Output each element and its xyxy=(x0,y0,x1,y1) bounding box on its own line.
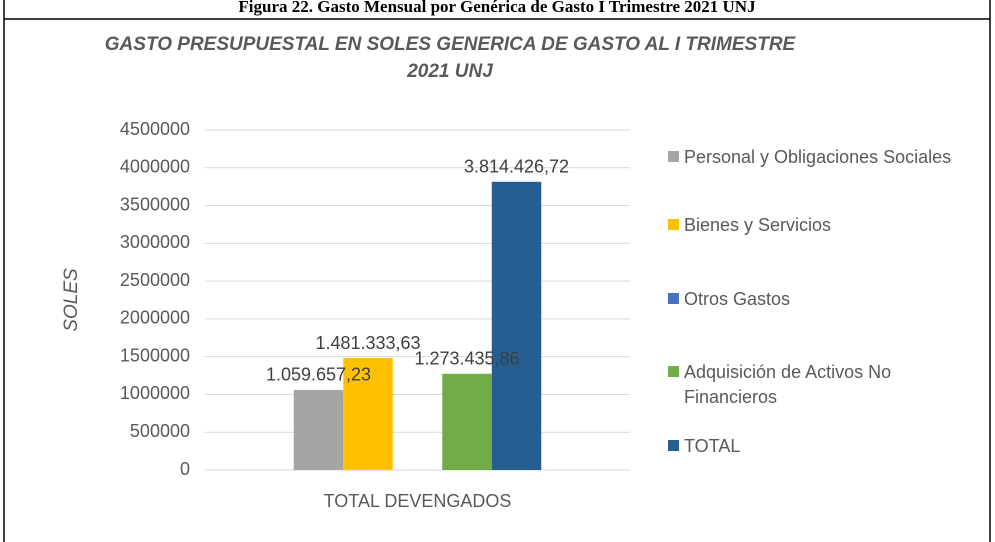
y-tick-label: 4000000 xyxy=(120,157,190,177)
caption: Figura 22. Gasto Mensual por Genérica de… xyxy=(238,0,756,16)
y-tick-label: 500000 xyxy=(130,421,190,441)
y-tick-label: 2500000 xyxy=(120,270,190,290)
bar xyxy=(442,373,492,470)
data-label: 3.814.426,72 xyxy=(464,157,569,177)
y-tick-label: 2000000 xyxy=(120,308,190,328)
x-tick-label: TOTAL DEVENGADOS xyxy=(324,491,512,511)
bar xyxy=(343,358,393,470)
legend-swatch xyxy=(668,440,679,451)
bar xyxy=(293,389,344,470)
legend-item: Adquisición de Activos No Financieros xyxy=(668,360,974,410)
legend-label: TOTAL xyxy=(684,436,741,456)
y-tick-label: 0 xyxy=(180,459,190,479)
legend-item: Otros Gastos xyxy=(668,287,974,312)
data-label: 1.273.435,86 xyxy=(414,349,519,369)
data-label: 1.059.657,23 xyxy=(266,365,371,385)
y-tick-label: 3000000 xyxy=(120,232,190,252)
legend-item: TOTAL xyxy=(668,434,974,459)
legend-label: Otros Gastos xyxy=(684,289,791,309)
y-tick-label: 3500000 xyxy=(120,194,190,214)
y-tick-label: 1500000 xyxy=(120,345,190,365)
chart-title: GASTO PRESUPUESTAL EN SOLES GENERICA DE … xyxy=(105,34,797,82)
legend-label: Personal y Obligaciones Sociales xyxy=(684,147,952,167)
bar xyxy=(491,181,542,470)
legend-item: Personal y Obligaciones Sociales xyxy=(668,145,974,170)
y-tick-label: 1000000 xyxy=(120,383,190,403)
y-tick-label: 4500000 xyxy=(120,119,190,139)
legend-swatch xyxy=(668,151,679,162)
legend-swatch xyxy=(668,293,679,304)
legend-swatch xyxy=(668,219,679,230)
data-label: 1.481.333,63 xyxy=(315,333,420,353)
legend-item: Bienes y Servicios xyxy=(668,213,974,238)
legend-label: Bienes y Servicios xyxy=(684,215,832,235)
y-axis-label: SOLES xyxy=(61,268,82,332)
legend-swatch xyxy=(668,366,679,377)
legend-label: Adquisición de Activos No Financieros xyxy=(684,362,892,407)
